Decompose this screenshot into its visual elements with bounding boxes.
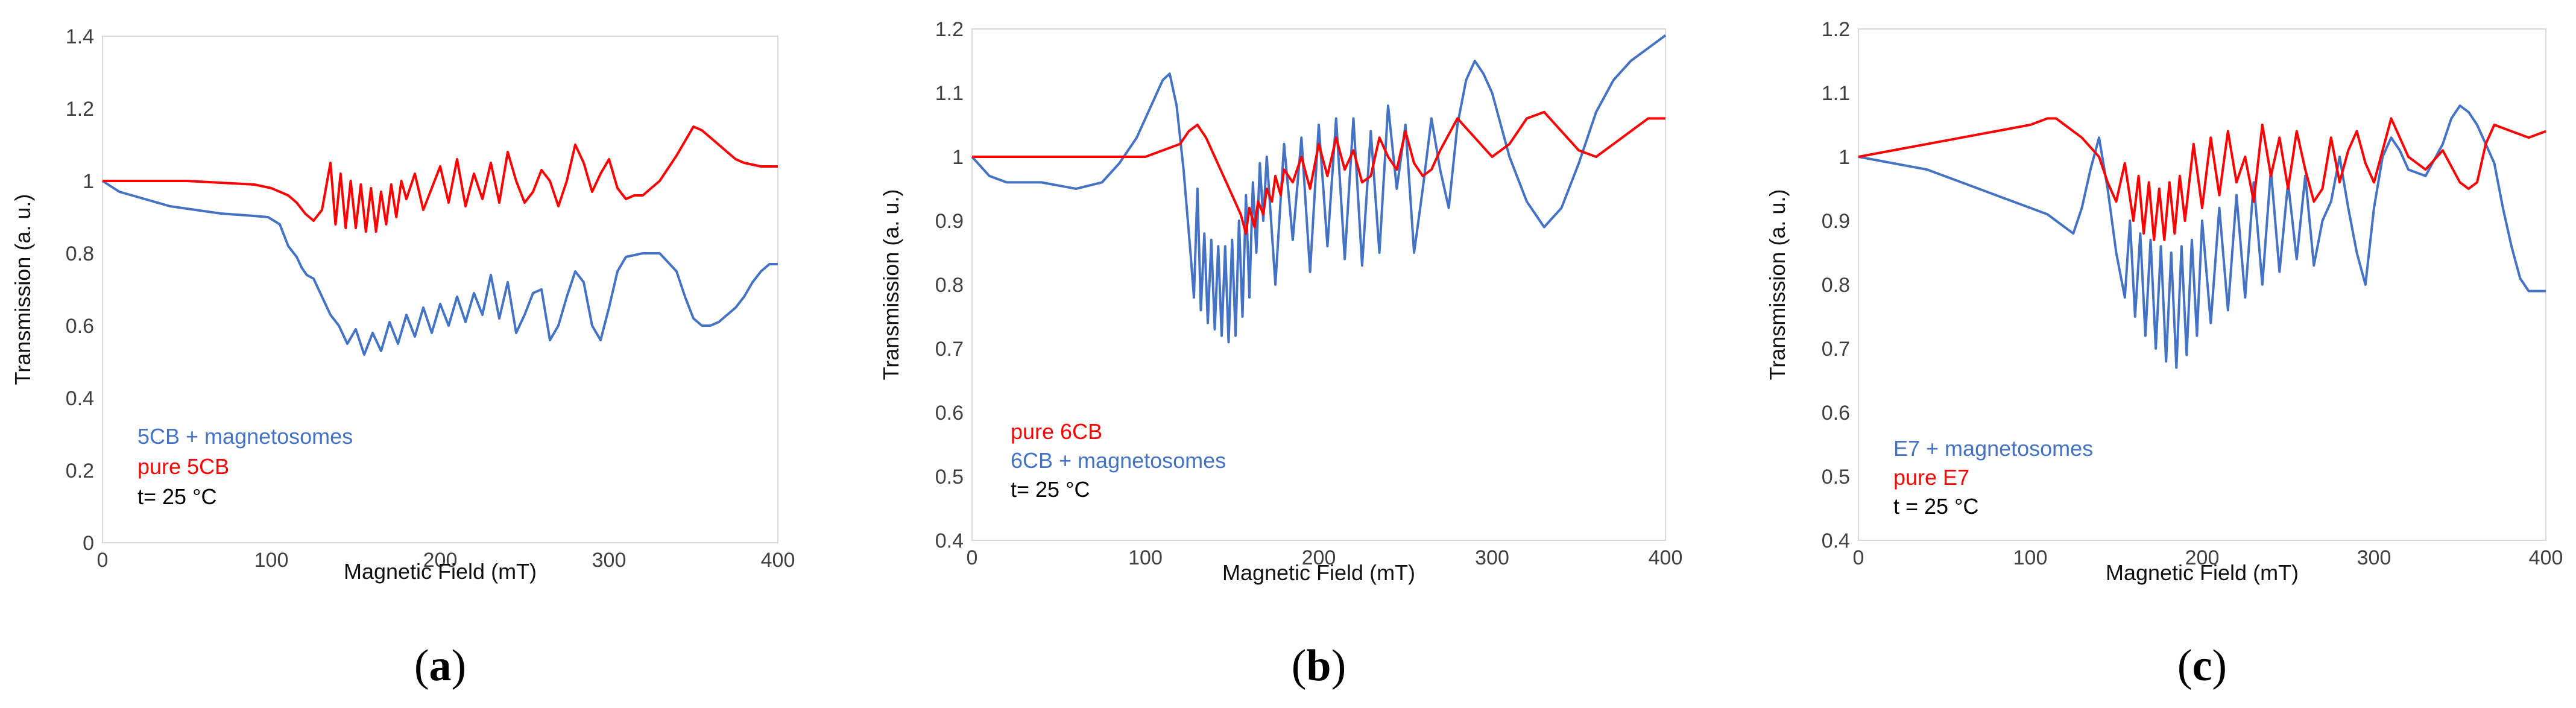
x-tick-labels-b: 0 100 200 300 400 [967, 546, 1683, 569]
panel-caption-c: (c) [2177, 641, 2227, 691]
y-tick-label-b-6: 1 [952, 146, 964, 169]
x-axis-label-a: Magnetic Field (mT) [344, 559, 537, 584]
legend-entry-pure-e7: pure E7 [1893, 465, 1969, 490]
y-tick-label-c-7: 1.1 [1822, 82, 1850, 105]
chart-panel-c: 0 100 200 300 400 0.40.50.60.70.80.911.11.2 … [1765, 18, 2563, 691]
legend-entry-e7-magnetosomes: E7 + magnetosomes [1893, 436, 2093, 461]
y-tick-label-a-4: 0.8 [66, 242, 94, 265]
x-tick-labels-a: 0 100 200 300 400 [97, 549, 795, 572]
y-axis-label-c: Transmission (a. u.) [1765, 189, 1790, 381]
legend-entry-5cb-magnetosomes: 5CB + magnetosomes [137, 424, 353, 449]
y-tick-label-a-6: 1.2 [66, 98, 94, 121]
chart-panel-b: 0 100 200 300 400 0.40.50.60.70.80.911.11.2 … [879, 18, 1682, 691]
series-line-b-6cb-magnetosomes [971, 34, 1667, 344]
panel-caption-a: (a) [414, 641, 466, 691]
y-tick-label-a-5: 1 [83, 170, 94, 193]
x-tick-label-a-4: 400 [761, 549, 795, 572]
y-tick-label-c-0: 0.4 [1822, 529, 1850, 552]
caption-letter-b: b [1306, 641, 1331, 691]
x-tick-label-a-3: 300 [592, 549, 627, 572]
x-tick-labels-c: 0 100 200 300 400 [1853, 546, 2563, 569]
series-line-a-pure-5cb [103, 125, 778, 233]
y-tick-label-c-1: 0.5 [1822, 466, 1850, 488]
y-tick-label-c-3: 0.7 [1822, 338, 1850, 361]
y-tick-label-b-1: 0.5 [935, 466, 964, 488]
y-tick-label-c-2: 0.6 [1822, 402, 1850, 425]
x-tick-label-a-0: 0 [97, 549, 109, 572]
plot-frame-c [1858, 28, 2546, 541]
series-line-a-5cb-magnetosomes [101, 180, 778, 356]
x-tick-label-c-3: 300 [2357, 546, 2391, 569]
x-tick-label-b-2: 200 [1302, 546, 1336, 569]
series-lines-a [101, 125, 778, 356]
x-tick-label-c-4: 400 [2529, 546, 2563, 569]
series-line-c-pure-e7 [1858, 117, 2546, 241]
y-tick-label-b-2: 0.6 [935, 402, 964, 425]
legend-entry-temperature-b: t= 25 °C [1011, 477, 1090, 502]
panel-caption-b: (b) [1292, 641, 1346, 691]
y-tick-label-c-4: 0.8 [1822, 274, 1850, 297]
y-axis-label-a: Transmission (a. u.) [10, 194, 35, 385]
legend-entry-temperature-c: t = 25 °C [1893, 494, 1978, 519]
y-tick-label-c-8: 1.2 [1822, 18, 1850, 41]
y-tick-label-b-3: 0.7 [935, 338, 964, 361]
x-axis-label-c: Magnetic Field (mT) [2106, 560, 2299, 585]
x-tick-label-b-4: 400 [1649, 546, 1683, 569]
x-tick-label-c-0: 0 [1853, 546, 1864, 569]
y-tick-labels-b: 0.4 0.5 0.6 0.7 0.8 0.9 1 1.1 1.2 [935, 18, 964, 552]
y-tick-labels-a: 0 0.2 0.4 0.6 0.8 1 1.2 1.4 [66, 25, 94, 555]
y-tick-label-b-8: 1.2 [935, 18, 964, 41]
caption-letter-c: c [2192, 641, 2212, 691]
chart-panel-a: 0 100 200 300 400 0 0.2 0.4 0.6 0.8 1 1.2 1.4 Magne… [10, 25, 795, 691]
series-lines-c [1858, 104, 2546, 369]
x-tick-label-a-2: 200 [423, 549, 458, 572]
x-tick-label-b-0: 0 [967, 546, 978, 569]
x-tick-label-a-1: 100 [254, 549, 289, 572]
y-tick-labels-c: 0.4 0.5 0.6 0.7 0.8 0.9 1 1.1 1.2 [1822, 18, 1850, 552]
y-axis-label-b: Transmission (a. u.) [879, 189, 903, 381]
legend-c: E7 + magnetosomes pure E7 t = 25 °C [1893, 436, 2093, 519]
plot-frame-a [102, 36, 778, 543]
y-tick-label-b-5: 0.9 [935, 210, 964, 233]
series-lines-b [971, 34, 1667, 344]
y-tick-label-a-7: 1.4 [66, 25, 94, 48]
caption-letter-a: a [429, 641, 452, 691]
legend-entry-pure-5cb: pure 5CB [137, 454, 229, 479]
legend-entry-6cb-magnetosomes: 6CB + magnetosomes [1011, 448, 1226, 473]
y-tick-label-c-5: 0.9 [1822, 210, 1850, 233]
x-tick-label-b-1: 100 [1128, 546, 1163, 569]
y-tick-label-b-4: 0.8 [935, 274, 964, 297]
series-line-c-e7-magnetosomes [1858, 104, 2546, 369]
y-tick-label-a-2: 0.4 [66, 387, 94, 410]
x-axis-label-b: Magnetic Field (mT) [1222, 560, 1415, 585]
y-tick-label-b-7: 1.1 [935, 82, 964, 105]
x-tick-label-c-1: 100 [2013, 546, 2048, 569]
y-tick-label-a-1: 0.2 [66, 460, 94, 482]
x-tick-label-c-2: 200 [2185, 546, 2220, 569]
y-tick-label-b-0: 0.4 [935, 529, 964, 552]
y-tick-label-c-6: 1 [1839, 146, 1850, 169]
legend-a: 5CB + magnetosomes pure 5CB t= 25 °C [137, 424, 353, 509]
y-tick-label-a-3: 0.6 [66, 315, 94, 338]
y-tick-label-a-0: 0 [83, 532, 94, 555]
plot-frame-b [971, 28, 1666, 541]
legend-entry-pure-6cb: pure 6CB [1011, 419, 1102, 444]
legend-b: pure 6CB 6CB + magnetosomes t= 25 °C [1011, 419, 1226, 502]
x-tick-label-b-3: 300 [1475, 546, 1509, 569]
legend-entry-temperature-a: t= 25 °C [137, 484, 216, 509]
series-line-b-pure-6cb [972, 110, 1665, 235]
